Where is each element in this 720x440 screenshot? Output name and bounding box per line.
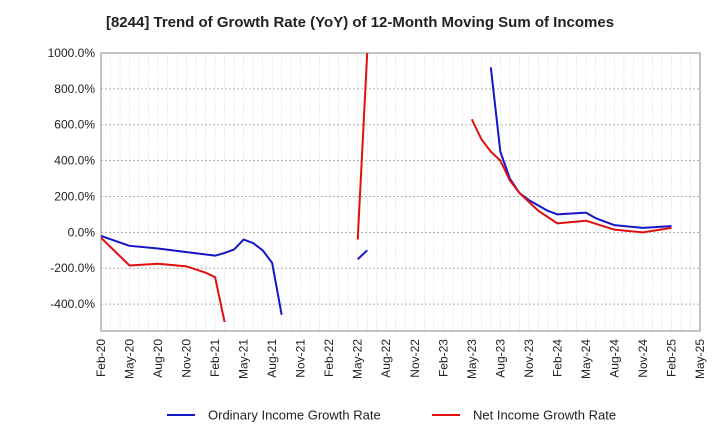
y-tick-label: 1000.0% xyxy=(48,46,96,60)
x-tick-label: Nov-21 xyxy=(294,339,308,378)
legend-label: Net Income Growth Rate xyxy=(473,408,616,423)
series-line-ordinary-income xyxy=(357,249,368,260)
y-tick-label: 600.0% xyxy=(54,118,95,132)
series-line-ordinary-income xyxy=(489,67,672,229)
legend-label: Ordinary Income Growth Rate xyxy=(208,408,381,423)
x-tick-label: Feb-22 xyxy=(322,339,336,377)
x-tick-label: Nov-20 xyxy=(180,339,194,378)
x-tick-label: Feb-25 xyxy=(664,339,678,377)
x-tick-label: Feb-24 xyxy=(550,339,564,377)
x-tick-label: May-21 xyxy=(237,339,251,379)
x-tick-label: May-24 xyxy=(579,339,593,379)
x-tick-label: May-22 xyxy=(351,339,365,379)
x-tick-label: Nov-24 xyxy=(636,339,650,378)
y-tick-label: 400.0% xyxy=(54,154,95,168)
x-tick-label: Nov-23 xyxy=(522,339,536,378)
y-tick-label: 800.0% xyxy=(54,82,95,96)
series-line-net-income xyxy=(470,118,672,234)
x-tick-label: Aug-21 xyxy=(265,339,279,378)
x-tick-label: Nov-22 xyxy=(408,339,422,378)
x-tick-label: May-20 xyxy=(123,339,137,379)
y-tick-label: -200.0% xyxy=(50,261,95,275)
chart-title: [8244] Trend of Growth Rate (YoY) of 12-… xyxy=(105,14,615,31)
y-tick-label: 200.0% xyxy=(54,189,95,203)
x-tick-label: Aug-20 xyxy=(151,339,165,378)
x-tick-label: Feb-21 xyxy=(208,339,222,377)
x-tick-label: Aug-24 xyxy=(607,339,621,378)
series-line-net-income xyxy=(101,237,226,323)
x-tick-label: Feb-20 xyxy=(94,339,108,377)
y-tick-label: 0.0% xyxy=(68,225,96,239)
plot-border xyxy=(100,52,701,332)
y-tick-label: -400.0% xyxy=(50,297,95,311)
x-tick-label: Feb-23 xyxy=(436,339,450,377)
series-line-net-income xyxy=(356,53,369,240)
series-line-ordinary-income xyxy=(101,234,283,316)
x-tick-label: Aug-22 xyxy=(379,339,393,378)
x-tick-label: May-25 xyxy=(693,339,707,379)
x-tick-label: Aug-23 xyxy=(493,339,507,378)
x-tick-label: May-23 xyxy=(465,339,479,379)
